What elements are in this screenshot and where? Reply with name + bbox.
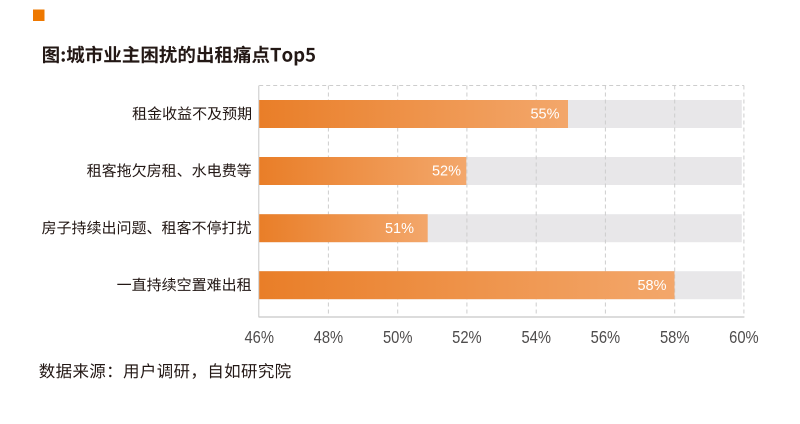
svg-text:58%: 58%	[660, 327, 690, 347]
svg-text:56%: 56%	[591, 327, 621, 347]
svg-text:60%: 60%	[729, 327, 759, 347]
svg-text:58%: 58%	[637, 278, 666, 294]
svg-text:55%: 55%	[530, 107, 559, 123]
svg-text:52%: 52%	[452, 327, 482, 347]
svg-text:46%: 46%	[244, 327, 274, 347]
svg-text:48%: 48%	[314, 327, 344, 347]
svg-text:54%: 54%	[521, 327, 551, 347]
svg-text:50%: 50%	[383, 327, 413, 347]
svg-text:52%: 52%	[432, 164, 461, 180]
svg-text:51%: 51%	[385, 221, 414, 237]
